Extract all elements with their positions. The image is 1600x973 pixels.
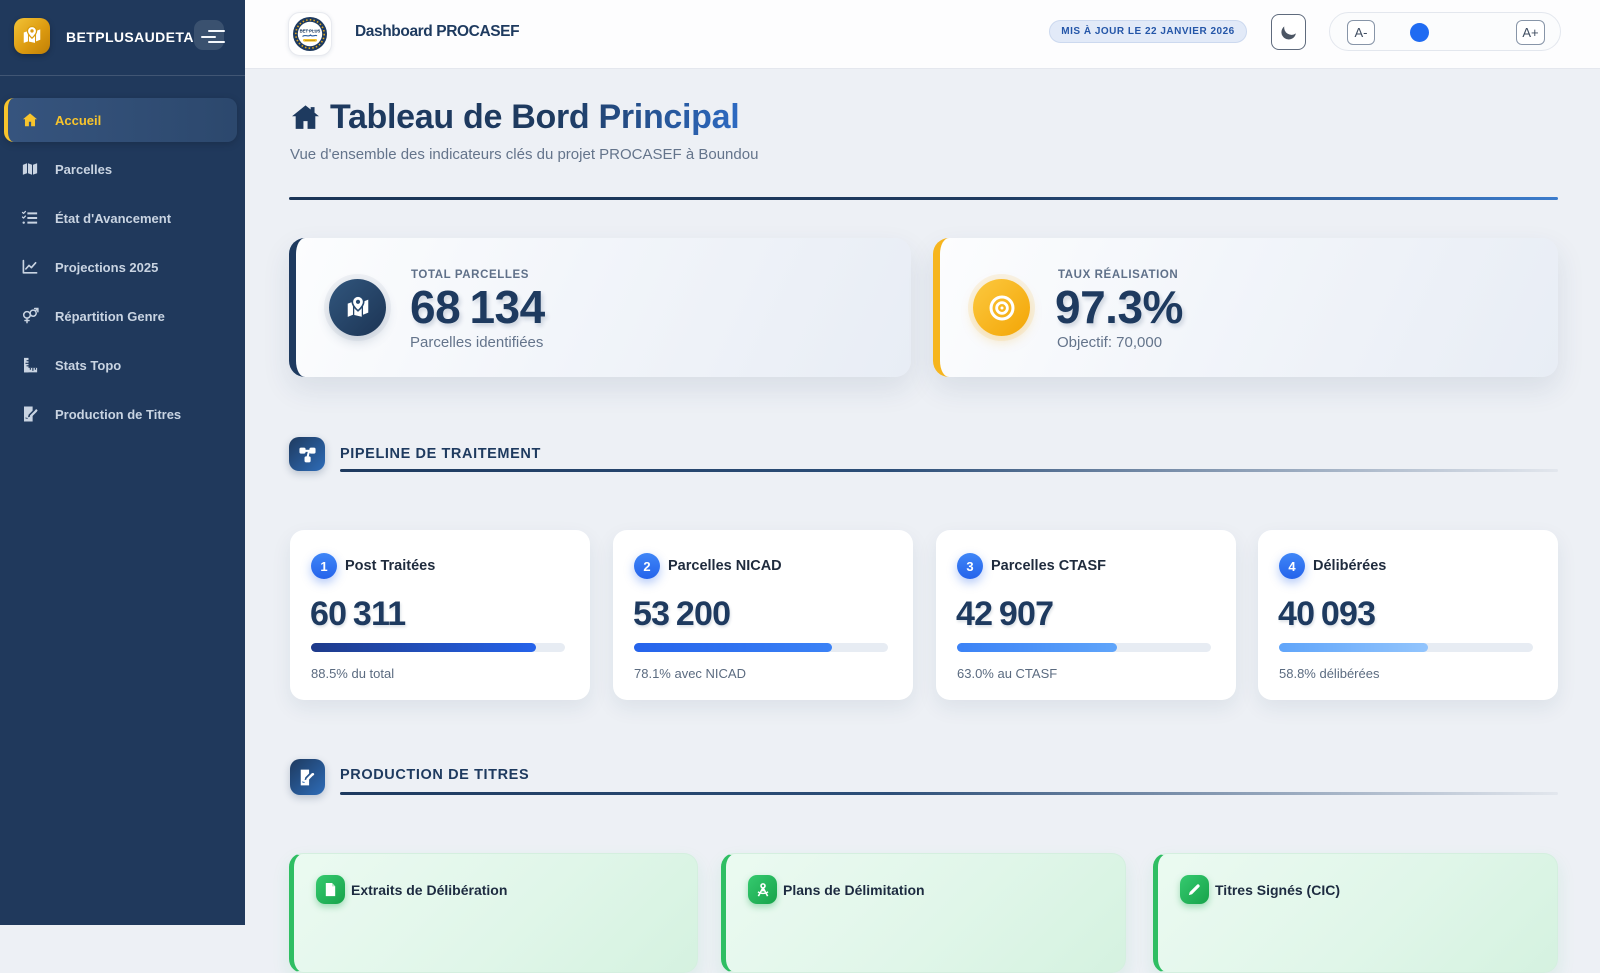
svg-text:BET PLUS: BET PLUS: [300, 28, 321, 33]
